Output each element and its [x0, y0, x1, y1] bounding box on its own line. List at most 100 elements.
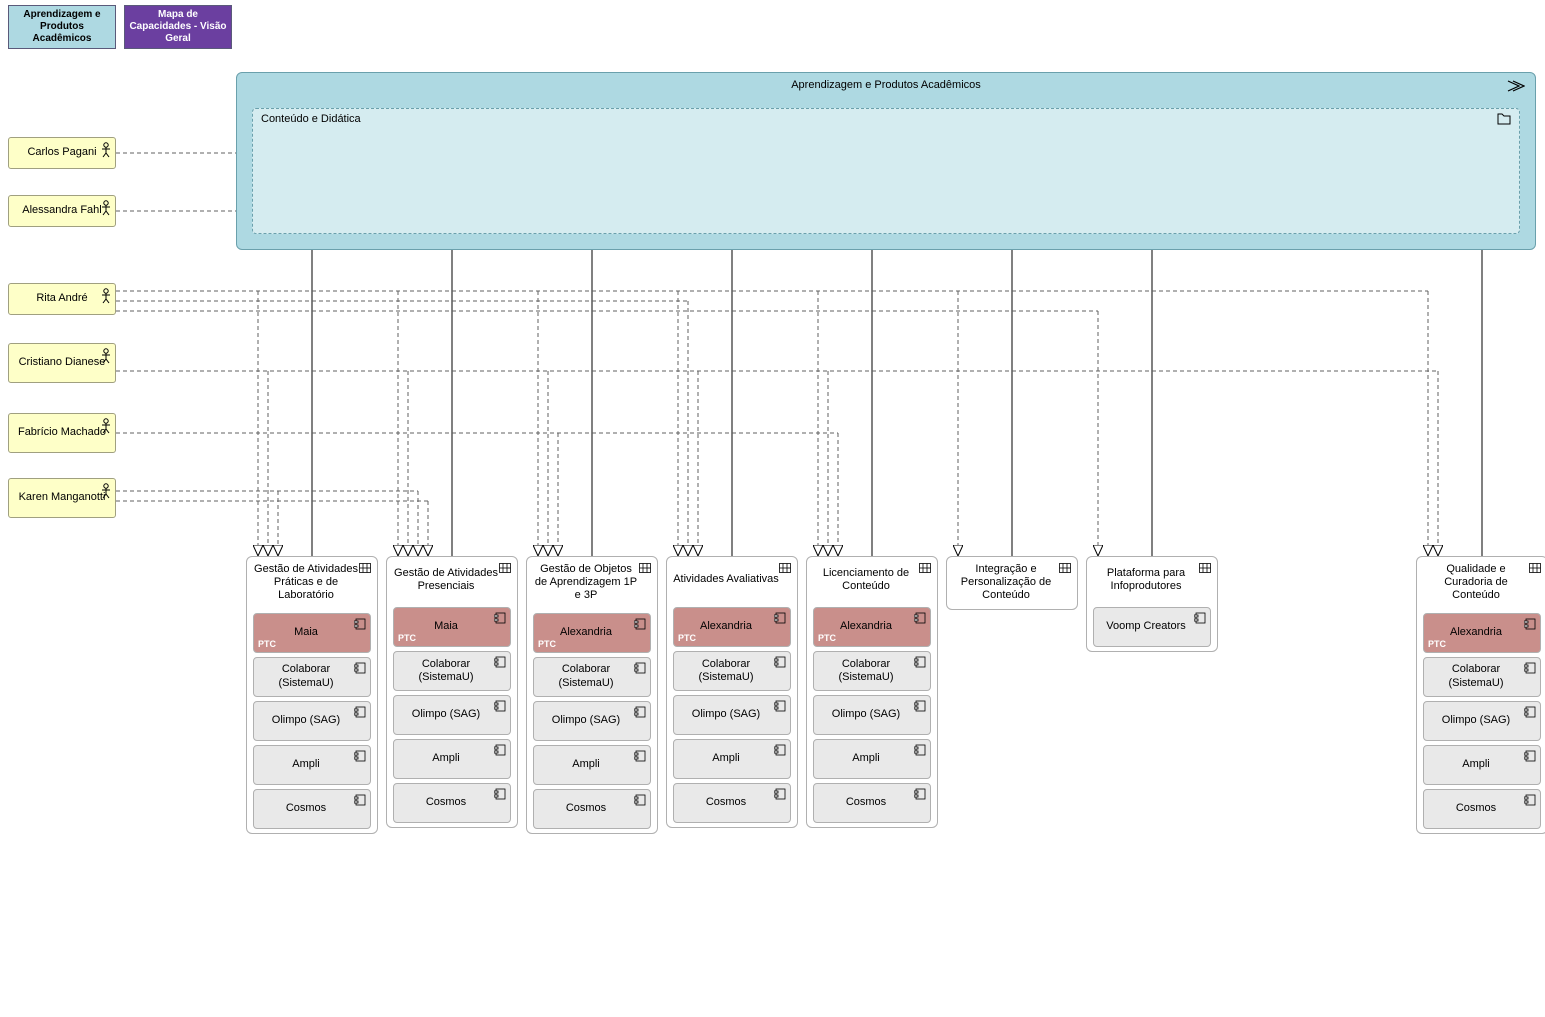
capability-c7[interactable]: Plataforma para InfoprodutoresVoomp Crea…	[1086, 556, 1218, 652]
component-icon	[494, 656, 506, 672]
app-label: Cosmos	[1456, 802, 1496, 815]
component-icon	[494, 700, 506, 716]
capability-c6[interactable]: Integração e Personalização de Conteúdo	[946, 556, 1078, 610]
capability-title: Gestão de Atividades Práticas e de Labor…	[247, 557, 377, 609]
app-box[interactable]: Cosmos	[253, 789, 371, 829]
actor-label: Carlos Pagani	[27, 146, 96, 159]
app-label: Cosmos	[426, 796, 466, 809]
ptc-badge: PTC	[538, 639, 556, 650]
app-label: Colaborar (SistemaU)	[820, 658, 912, 684]
app-box[interactable]: Colaborar (SistemaU)	[813, 651, 931, 691]
app-box[interactable]: Ampli	[253, 745, 371, 785]
capability-c4[interactable]: Atividades AvaliativasAlexandriaPTCColab…	[666, 556, 798, 828]
app-box[interactable]: Ampli	[1423, 745, 1541, 785]
app-label: Ampli	[572, 758, 600, 771]
component-icon	[1524, 794, 1536, 810]
app-box[interactable]: Olimpo (SAG)	[813, 695, 931, 735]
component-icon	[914, 612, 926, 628]
app-box[interactable]: AlexandriaPTC	[533, 613, 651, 653]
component-icon	[914, 656, 926, 672]
actor-a2[interactable]: Alessandra Fahl	[8, 195, 116, 227]
ptc-badge: PTC	[818, 633, 836, 644]
app-box[interactable]: Olimpo (SAG)	[673, 695, 791, 735]
grid-icon	[1199, 563, 1211, 577]
app-box[interactable]: Colaborar (SistemaU)	[1423, 657, 1541, 697]
component-icon	[914, 700, 926, 716]
capability-c3[interactable]: Gestão de Objetos de Aprendizagem 1P e 3…	[526, 556, 658, 834]
app-box[interactable]: Cosmos	[813, 783, 931, 823]
component-icon	[634, 662, 646, 678]
app-label: Alexandria	[840, 620, 892, 633]
app-box[interactable]: Cosmos	[393, 783, 511, 823]
app-box[interactable]: MaiaPTC	[393, 607, 511, 647]
app-box[interactable]: Olimpo (SAG)	[253, 701, 371, 741]
app-box[interactable]: Voomp Creators	[1093, 607, 1211, 647]
actor-a3[interactable]: Rita André	[8, 283, 116, 315]
app-label: Alexandria	[1450, 626, 1502, 639]
grid-icon	[359, 563, 371, 577]
component-icon	[354, 618, 366, 634]
actor-icon	[101, 288, 111, 306]
tab-tab2[interactable]: Mapa de Capacidades - Visão Geral	[124, 5, 232, 49]
grid-icon	[1529, 563, 1541, 577]
actor-a4[interactable]: Cristiano Dianese	[8, 343, 116, 383]
app-box[interactable]: Colaborar (SistemaU)	[533, 657, 651, 697]
inner-container: Conteúdo e Didática	[252, 108, 1520, 234]
grid-icon	[1059, 563, 1071, 577]
app-label: Cosmos	[566, 802, 606, 815]
app-label: Olimpo (SAG)	[412, 708, 480, 721]
actor-label: Rita André	[36, 292, 87, 305]
app-box[interactable]: Ampli	[673, 739, 791, 779]
app-box[interactable]: Olimpo (SAG)	[533, 701, 651, 741]
app-label: Cosmos	[286, 802, 326, 815]
capability-c8[interactable]: Qualidade e Curadoria de ConteúdoAlexand…	[1416, 556, 1545, 834]
component-icon	[774, 744, 786, 760]
app-label: Colaborar (SistemaU)	[400, 658, 492, 684]
capability-title: Atividades Avaliativas	[667, 557, 797, 603]
app-label: Ampli	[852, 752, 880, 765]
actor-a5[interactable]: Fabrício Machado	[8, 413, 116, 453]
app-label: Olimpo (SAG)	[1442, 714, 1510, 727]
app-box[interactable]: Colaborar (SistemaU)	[393, 651, 511, 691]
app-box[interactable]: Cosmos	[1423, 789, 1541, 829]
app-box[interactable]: Olimpo (SAG)	[393, 695, 511, 735]
app-label: Olimpo (SAG)	[832, 708, 900, 721]
app-box[interactable]: Colaborar (SistemaU)	[673, 651, 791, 691]
app-label: Ampli	[432, 752, 460, 765]
app-box[interactable]: Ampli	[533, 745, 651, 785]
component-icon	[1524, 618, 1536, 634]
app-box[interactable]: AlexandriaPTC	[1423, 613, 1541, 653]
actor-label: Fabrício Machado	[18, 426, 106, 439]
capability-c2[interactable]: Gestão de Atividades PresenciaisMaiaPTCC…	[386, 556, 518, 828]
component-icon	[774, 788, 786, 804]
component-icon	[914, 788, 926, 804]
ptc-badge: PTC	[258, 639, 276, 650]
actor-a6[interactable]: Karen Manganotti	[8, 478, 116, 518]
component-icon	[354, 706, 366, 722]
app-box[interactable]: Colaborar (SistemaU)	[253, 657, 371, 697]
app-box[interactable]: Ampli	[393, 739, 511, 779]
app-box[interactable]: AlexandriaPTC	[673, 607, 791, 647]
tab-tab1[interactable]: Aprendizagem e Produtos Acadêmicos	[8, 5, 116, 49]
component-icon	[1524, 750, 1536, 766]
app-label: Olimpo (SAG)	[692, 708, 760, 721]
capability-c1[interactable]: Gestão de Atividades Práticas e de Labor…	[246, 556, 378, 834]
app-box[interactable]: Olimpo (SAG)	[1423, 701, 1541, 741]
actor-a1[interactable]: Carlos Pagani	[8, 137, 116, 169]
app-label: Colaborar (SistemaU)	[260, 663, 352, 689]
app-box[interactable]: Cosmos	[533, 789, 651, 829]
component-icon	[774, 700, 786, 716]
component-icon	[634, 618, 646, 634]
app-box[interactable]: Ampli	[813, 739, 931, 779]
app-label: Voomp Creators	[1106, 620, 1185, 633]
capability-c5[interactable]: Licenciamento de ConteúdoAlexandriaPTCCo…	[806, 556, 938, 828]
app-label: Olimpo (SAG)	[552, 714, 620, 727]
app-box[interactable]: MaiaPTC	[253, 613, 371, 653]
app-label: Ampli	[1462, 758, 1490, 771]
component-icon	[354, 662, 366, 678]
grid-icon	[779, 563, 791, 577]
app-box[interactable]: Alexandria PTC	[813, 607, 931, 647]
app-label: Ampli	[712, 752, 740, 765]
app-box[interactable]: Cosmos	[673, 783, 791, 823]
component-icon	[1524, 706, 1536, 722]
